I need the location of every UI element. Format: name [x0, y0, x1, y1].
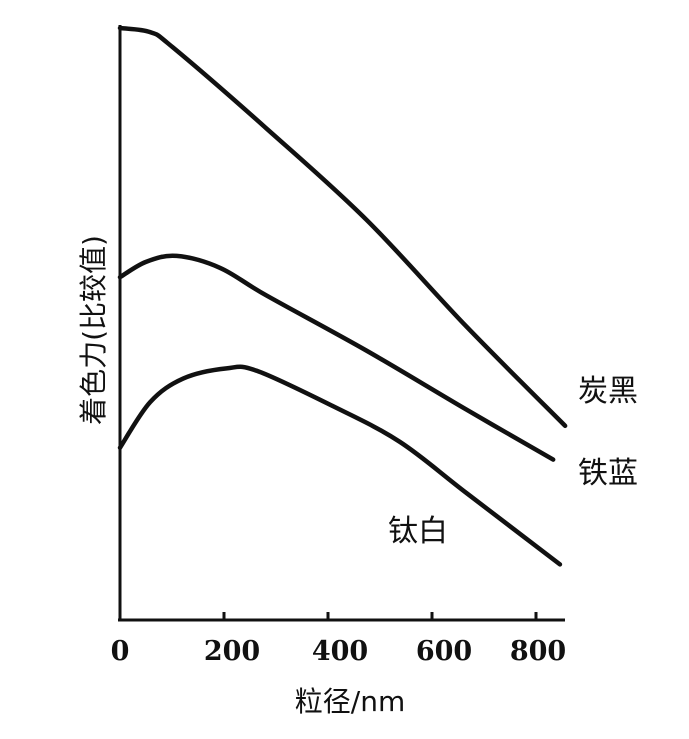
- series-line-titanium-white: [117, 364, 563, 567]
- x-axis-label: 粒径/nm: [294, 685, 406, 718]
- series-line-carbon-black: [117, 25, 568, 429]
- y-axis-label: 着色力(比较值): [77, 235, 110, 425]
- series-line-iron-blue: [117, 253, 556, 462]
- series-label-titanium-white: 钛白: [388, 514, 448, 549]
- x-tick-label: 800: [509, 636, 567, 667]
- series-label-iron-blue: 铁蓝: [578, 456, 638, 491]
- x-tick-label: 400: [311, 636, 369, 667]
- x-tick-label: 200: [203, 636, 261, 667]
- x-tick-label: 600: [415, 636, 473, 667]
- series-label-carbon-black: 炭黑: [578, 374, 638, 409]
- x-tick-label: 0: [110, 636, 130, 667]
